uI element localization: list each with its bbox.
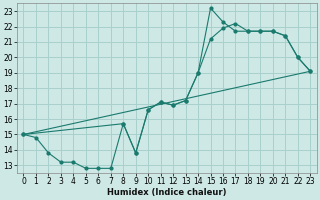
X-axis label: Humidex (Indice chaleur): Humidex (Indice chaleur) — [107, 188, 227, 197]
